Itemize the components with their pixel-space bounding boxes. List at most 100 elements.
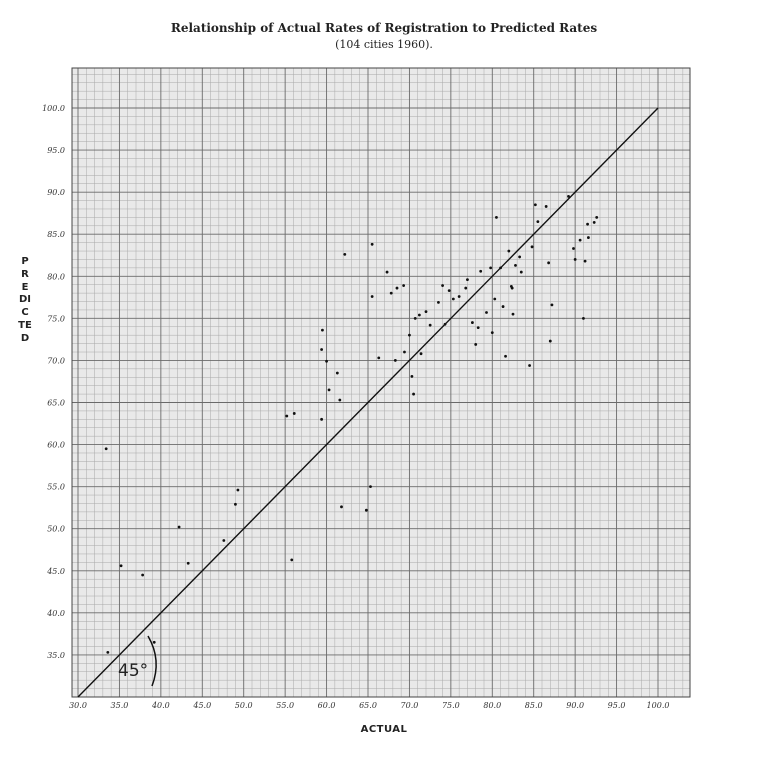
x-tick-label: 85.0 [525,701,543,710]
x-tick-label: 40.0 [151,701,170,710]
x-tick-label: 80.0 [483,701,501,710]
x-tick-label: 100.0 [647,701,670,710]
data-point [547,261,551,265]
data-point [595,215,599,219]
data-point [340,505,343,509]
data-point [385,270,389,274]
data-point [413,316,417,320]
y-tick-label: 60.0 [47,441,65,450]
data-point [592,221,596,224]
plot-frame [71,67,691,698]
data-point [290,558,294,562]
data-point [544,205,548,208]
data-point [464,286,468,290]
data-point [177,525,181,529]
data-point [437,300,440,304]
data-point [106,651,110,654]
data-point [370,242,374,246]
x-tick-label: 30.0 [69,701,87,710]
data-point [457,295,461,298]
y-tick-label: 50.0 [47,525,65,534]
x-axis-label: ACTUAL [360,724,408,735]
x-tick-label: 75.0 [442,701,460,710]
data-point [447,289,451,292]
y-tick-label: 100.0 [42,104,65,113]
data-point [285,414,289,418]
data-point [518,255,522,259]
data-point [567,194,570,198]
data-point [412,392,415,396]
data-point [548,339,552,343]
reference-line-45-degree [77,107,659,698]
data-point [338,398,342,402]
data-point [222,539,226,542]
x-tick-label: 90.0 [566,701,584,710]
data-point [528,364,531,367]
x-tick-label: 60.0 [318,701,336,710]
data-point [586,222,589,226]
y-tick-label: 55.0 [47,483,65,492]
data-point [320,348,323,351]
data-point [499,266,502,270]
data-point [335,371,339,375]
data-point [325,359,328,363]
data-point [402,284,406,287]
data-point [395,286,399,290]
data-point [511,312,515,316]
x-tick-labels: 30.0 35.0 40.0 45.0 50.0 55.0 60.0 65.0 70.0 75.0… [69,701,669,710]
x-tick-label: 45.0 [192,701,211,710]
data-point [587,236,590,239]
y-tick-label: 85.0 [47,230,65,239]
data-point [519,270,523,274]
angle-arc [147,635,157,687]
x-tick-label: 70.0 [401,701,419,710]
x-tick-label: 35.0 [111,701,129,710]
data-point [507,249,511,253]
y-tick-label: 65.0 [47,399,65,408]
data-points [104,194,599,654]
data-point [578,238,582,242]
data-point [377,356,381,360]
data-point [236,488,240,492]
data-point [104,447,108,451]
data-point [369,485,372,489]
chart-subtitle: (104 cities 1960). [335,38,433,51]
data-point [490,331,494,335]
data-point [533,203,537,207]
plot-background [72,68,690,697]
data-point [403,350,406,354]
y-tick-label: 75.0 [47,314,65,323]
data-point [572,247,575,250]
data-point [530,245,534,249]
x-tick-label: 55.0 [276,701,294,710]
data-point [489,266,493,270]
y-tick-labels: 35.0 40.0 45.0 50.0 55.0 60.0 65.0 70.0 75.0 80.0… [42,104,65,660]
data-point [292,412,296,415]
data-point [393,359,397,362]
y-tick-label: 70.0 [47,356,65,365]
x-tick-label: 65.0 [359,701,377,710]
minor-grid [72,68,690,697]
data-point [343,253,347,256]
data-point [474,343,478,346]
data-point [466,278,469,282]
data-point [389,291,393,295]
y-tick-label: 40.0 [46,609,65,618]
data-point [364,508,368,512]
data-point [370,295,374,298]
data-point [536,220,540,223]
data-point [141,573,145,577]
y-tick-label: 95.0 [47,146,65,155]
data-point [408,333,411,337]
data-point [495,215,498,219]
angle-annotation: 45° [118,661,148,681]
data-point [504,354,507,358]
data-point [476,326,480,330]
y-axis-label: PREDICTED [18,256,32,344]
data-point [320,417,323,421]
data-point [550,303,554,307]
data-point [573,258,577,261]
data-point [327,388,331,392]
